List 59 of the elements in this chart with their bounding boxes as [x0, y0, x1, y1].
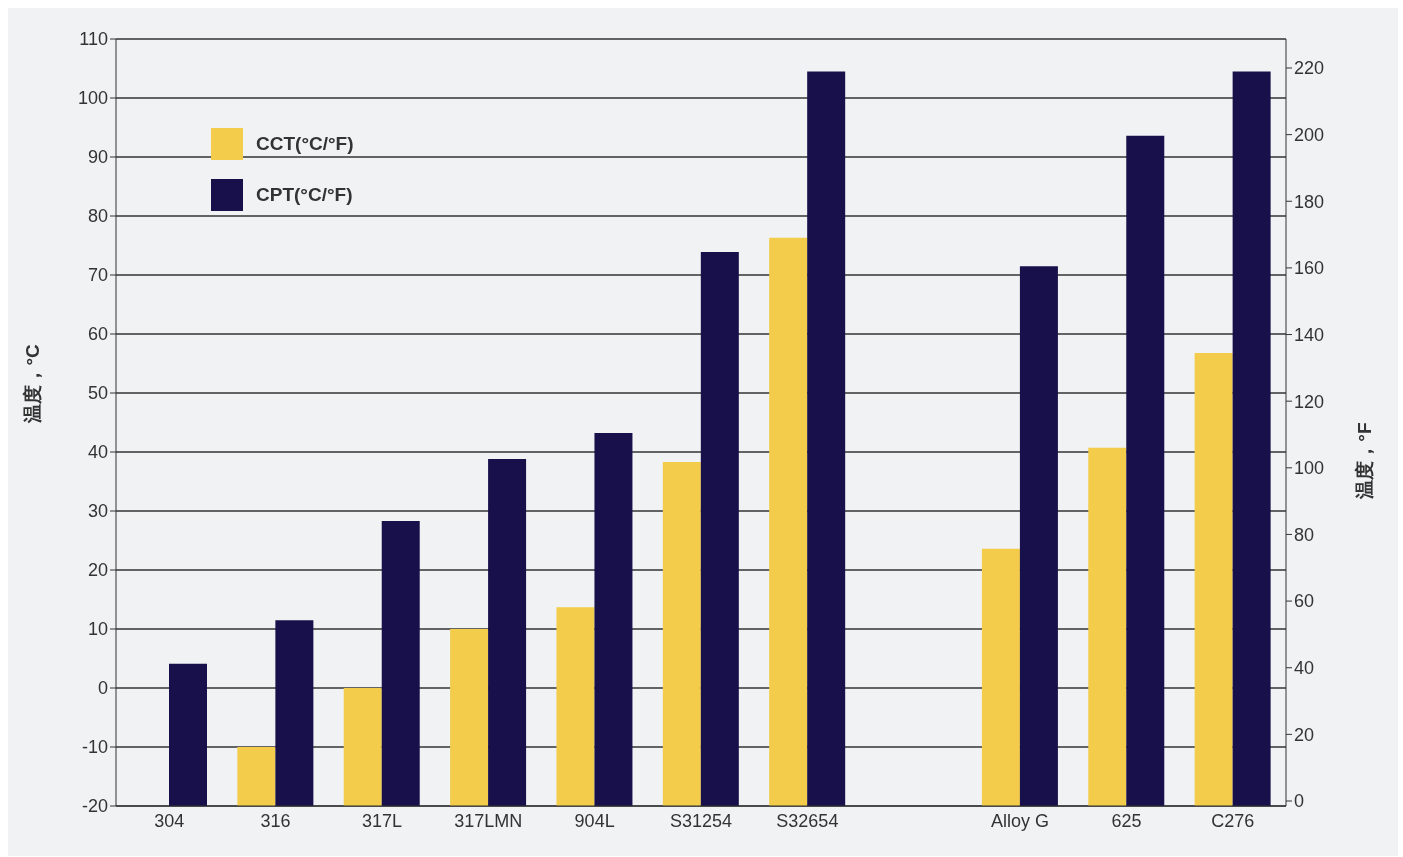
y-tick-label: 30	[87, 501, 108, 522]
bar	[700, 251, 739, 806]
bar	[169, 663, 207, 806]
bar	[1126, 135, 1165, 806]
y-tick-label: 110	[79, 29, 108, 50]
y2-tick-label: 200	[1294, 125, 1325, 146]
x-tick-label: S31254	[669, 810, 733, 831]
y2-tick-label: 140	[1294, 324, 1325, 345]
bar	[594, 433, 633, 806]
x-tick-label: 317LMN	[454, 810, 523, 831]
bar	[381, 521, 420, 806]
x-tick-label: 316	[260, 810, 291, 831]
x-tick-label: 304	[154, 810, 185, 831]
bar	[1019, 266, 1058, 806]
y-tick-label: 10	[87, 619, 108, 640]
x-tick-label: C276	[1211, 810, 1255, 831]
x-tick-label: S32654	[776, 810, 839, 831]
y-tick-label: 50	[87, 383, 108, 404]
y-tick-label: 40	[87, 442, 108, 463]
y2-axis-title: 温度，°F	[1353, 422, 1375, 500]
bar	[981, 548, 1020, 806]
x-tick-label: Alloy G	[991, 810, 1050, 831]
bar	[662, 462, 701, 806]
bar	[275, 620, 314, 806]
y-tick-label: -10	[81, 737, 108, 758]
y-tick-label: 0	[97, 678, 108, 699]
y-tick-label: 70	[87, 265, 108, 286]
legend-label: CPT(°C/°F)	[256, 183, 353, 206]
bar	[769, 237, 808, 806]
y-tick-label: 20	[87, 560, 108, 581]
y-tick-label: 80	[87, 206, 108, 227]
y2-tick-label: 180	[1294, 191, 1325, 212]
x-tick-label: 625	[1111, 810, 1142, 831]
y2-tick-label: 160	[1294, 258, 1325, 279]
bar	[1194, 352, 1233, 806]
y-tick-label: 100	[77, 88, 108, 109]
bar	[556, 607, 595, 806]
y2-tick-label: 60	[1294, 591, 1315, 612]
y2-tick-label: 40	[1294, 658, 1315, 679]
bar	[450, 629, 489, 806]
y2-tick-label: 80	[1294, 524, 1315, 545]
bar	[343, 688, 382, 806]
y2-tick-label: 0	[1294, 791, 1305, 812]
y2-tick-label: 220	[1294, 58, 1325, 79]
bar	[237, 747, 276, 806]
x-tick-label: 904L	[574, 810, 615, 831]
y-tick-label: 90	[87, 147, 108, 168]
y2-tick-label: 20	[1294, 724, 1315, 745]
bar	[488, 459, 527, 806]
legend-label: CCT(°C/°F)	[256, 132, 354, 155]
y2-tick-label: 120	[1294, 391, 1325, 412]
bar	[807, 71, 846, 806]
bar	[1232, 71, 1271, 806]
y-axis-title: 温度，°C	[21, 343, 43, 424]
y-tick-label: -20	[81, 796, 108, 817]
y-tick-label: 60	[87, 324, 108, 345]
y2-tick-label: 100	[1294, 458, 1325, 479]
x-tick-label: 317L	[361, 810, 402, 831]
bar	[1088, 447, 1127, 806]
